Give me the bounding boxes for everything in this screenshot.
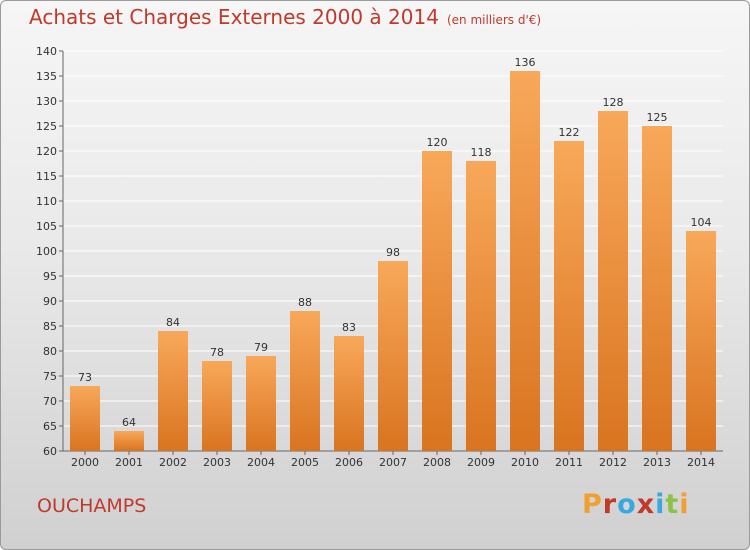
x-tick-label: 2000 [71, 456, 99, 469]
x-tick-label: 2001 [115, 456, 143, 469]
value-label: 125 [647, 111, 668, 124]
value-label: 120 [427, 136, 448, 149]
logo-letter: r [602, 489, 618, 520]
y-tick-label: 65 [43, 420, 57, 433]
y-tick-label: 60 [43, 445, 57, 458]
value-label: 118 [471, 146, 492, 159]
x-tick-label: 2008 [423, 456, 451, 469]
value-label: 98 [386, 246, 400, 259]
bar [70, 386, 100, 451]
y-tick-label: 135 [36, 70, 57, 83]
x-tick-label: 2007 [379, 456, 407, 469]
value-label: 73 [78, 371, 92, 384]
y-tick-label: 125 [36, 120, 57, 133]
bar [334, 336, 364, 451]
x-tick-label: 2010 [511, 456, 539, 469]
logo-letter: i [655, 489, 666, 520]
logo-letter: o [617, 489, 637, 520]
value-label: 136 [515, 56, 536, 69]
x-tick-label: 2002 [159, 456, 187, 469]
commune-name: OUCHAMPS [37, 495, 147, 517]
y-tick-label: 80 [43, 345, 57, 358]
value-labels: 73 64 84 78 79 88 83 98 120 118 136 122 128 125 104 [78, 56, 712, 429]
x-tick-label: 2013 [643, 456, 671, 469]
value-label: 79 [254, 341, 268, 354]
tick-labels: 60 65 70 75 80 85 90 95 100 105 110 115 120 125 130 135… [36, 45, 715, 469]
y-tick-label: 115 [36, 170, 57, 183]
x-tick-label: 2005 [291, 456, 319, 469]
y-tick-label: 120 [36, 145, 57, 158]
x-tick-label: 2014 [687, 456, 715, 469]
value-label: 128 [603, 96, 624, 109]
value-label: 104 [691, 216, 712, 229]
bar [642, 126, 672, 451]
logo-letter: x [636, 489, 656, 520]
value-label: 78 [210, 346, 224, 359]
y-tick-label: 100 [36, 245, 57, 258]
logo-letter: P [582, 489, 603, 520]
y-tick-label: 75 [43, 370, 57, 383]
value-label: 83 [342, 321, 356, 334]
proxiti-logo: Proxiti [582, 489, 690, 520]
chart-subtitle: (en milliers d'€) [446, 13, 542, 27]
bar [422, 151, 452, 451]
value-label: 64 [122, 416, 136, 429]
x-tick-label: 2006 [335, 456, 363, 469]
bar [554, 141, 584, 451]
y-tick-label: 70 [43, 395, 57, 408]
bar [114, 431, 144, 451]
x-tick-label: 2011 [555, 456, 583, 469]
bar [510, 71, 540, 451]
logo-letter: t [665, 489, 680, 520]
x-tick-label: 2003 [203, 456, 231, 469]
bar [686, 231, 716, 451]
bar [158, 331, 188, 451]
y-tick-label: 105 [36, 220, 57, 233]
y-tick-label: 85 [43, 320, 57, 333]
bar [378, 261, 408, 451]
y-tick-label: 90 [43, 295, 57, 308]
chart-title: Achats et Charges Externes 2000 à 2014 (e… [29, 5, 542, 29]
bar [290, 311, 320, 451]
x-tick-label: 2004 [247, 456, 275, 469]
x-tick-label: 2009 [467, 456, 495, 469]
bar [466, 161, 496, 451]
bar [246, 356, 276, 451]
y-tick-label: 130 [36, 95, 57, 108]
bar [598, 111, 628, 451]
value-label: 88 [298, 296, 312, 309]
logo-letter: i [679, 489, 690, 520]
y-tick-label: 140 [36, 45, 57, 58]
bar [202, 361, 232, 451]
value-label: 84 [166, 316, 180, 329]
y-tick-label: 95 [43, 270, 57, 283]
bars [70, 71, 716, 451]
x-tick-label: 2012 [599, 456, 627, 469]
y-tick-label: 110 [36, 195, 57, 208]
value-label: 122 [559, 126, 580, 139]
